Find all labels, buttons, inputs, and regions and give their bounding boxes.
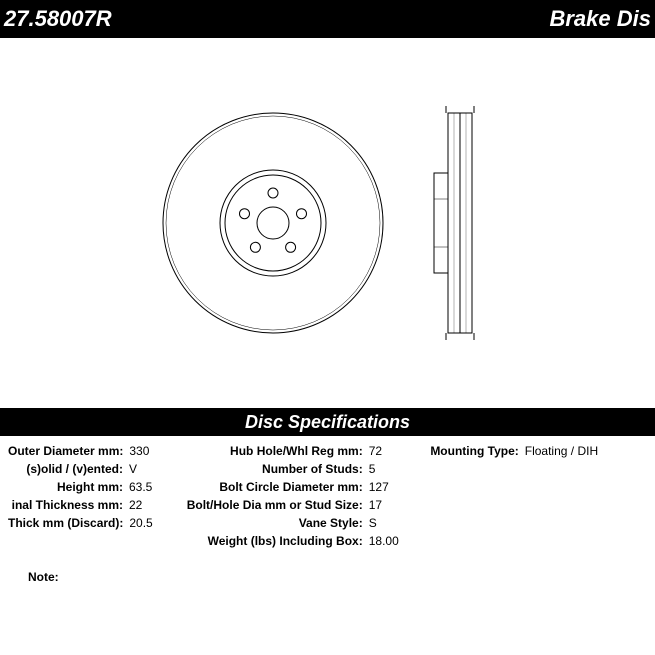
spec-value: 18.00	[369, 534, 399, 548]
spec-label: Mounting Type:	[429, 444, 519, 458]
spec-label: Thick mm (Discard):	[8, 516, 123, 530]
spec-value: 17	[369, 498, 382, 512]
spec-row: Bolt Circle Diameter mm: 127	[183, 480, 399, 494]
spec-label: Height mm:	[8, 480, 123, 494]
header-title: Brake Dis	[549, 6, 651, 32]
spec-label: Hub Hole/Whl Reg mm:	[183, 444, 363, 458]
header-bar: 27.58007R Brake Dis	[0, 0, 655, 38]
spec-row: Height mm: 63.5	[8, 480, 153, 494]
note-row: Note:	[8, 570, 647, 584]
specs-area: Outer Diameter mm: 330 (s)olid / (v)ented…	[0, 436, 655, 592]
spec-label: Weight (lbs) Including Box:	[183, 534, 363, 548]
spec-label: (s)olid / (v)ented:	[8, 462, 123, 476]
spec-header: Disc Specifications	[0, 408, 655, 436]
spec-row: Hub Hole/Whl Reg mm: 72	[183, 444, 399, 458]
spec-label: Outer Diameter mm:	[8, 444, 123, 458]
spec-col-1: Outer Diameter mm: 330 (s)olid / (v)ented…	[8, 444, 153, 552]
diagram-area	[0, 38, 655, 408]
spec-row: (s)olid / (v)ented: V	[8, 462, 153, 476]
spec-value: 5	[369, 462, 376, 476]
spec-row: Thick mm (Discard): 20.5	[8, 516, 153, 530]
spec-value: 127	[369, 480, 389, 494]
spec-label: Bolt Circle Diameter mm:	[183, 480, 363, 494]
disc-side-view	[428, 103, 498, 343]
spec-col-3: Mounting Type: Floating / DIH	[429, 444, 598, 552]
disc-front-view	[158, 108, 388, 338]
spec-value: 63.5	[129, 480, 152, 494]
spec-row: Vane Style: S	[183, 516, 399, 530]
part-number: 27.58007R	[4, 6, 112, 32]
spec-value: S	[369, 516, 377, 530]
spec-label: inal Thickness mm:	[8, 498, 123, 512]
spec-value: 22	[129, 498, 142, 512]
spec-header-title: Disc Specifications	[245, 412, 410, 433]
spec-col-2: Hub Hole/Whl Reg mm: 72 Number of Studs: 5…	[183, 444, 399, 552]
spec-value: 330	[129, 444, 149, 458]
spec-row: Number of Studs: 5	[183, 462, 399, 476]
spec-label: Number of Studs:	[183, 462, 363, 476]
spec-row: inal Thickness mm: 22	[8, 498, 153, 512]
spec-row: Weight (lbs) Including Box: 18.00	[183, 534, 399, 548]
spec-value: 72	[369, 444, 382, 458]
note-label: Note:	[28, 570, 59, 584]
spec-columns: Outer Diameter mm: 330 (s)olid / (v)ented…	[8, 444, 647, 552]
spec-value: Floating / DIH	[525, 444, 598, 458]
spec-row: Bolt/Hole Dia mm or Stud Size: 17	[183, 498, 399, 512]
spec-label: Bolt/Hole Dia mm or Stud Size:	[183, 498, 363, 512]
spec-value: 20.5	[129, 516, 152, 530]
spec-label: Vane Style:	[183, 516, 363, 530]
spec-row: Mounting Type: Floating / DIH	[429, 444, 598, 458]
spec-value: V	[129, 462, 137, 476]
spec-row: Outer Diameter mm: 330	[8, 444, 153, 458]
